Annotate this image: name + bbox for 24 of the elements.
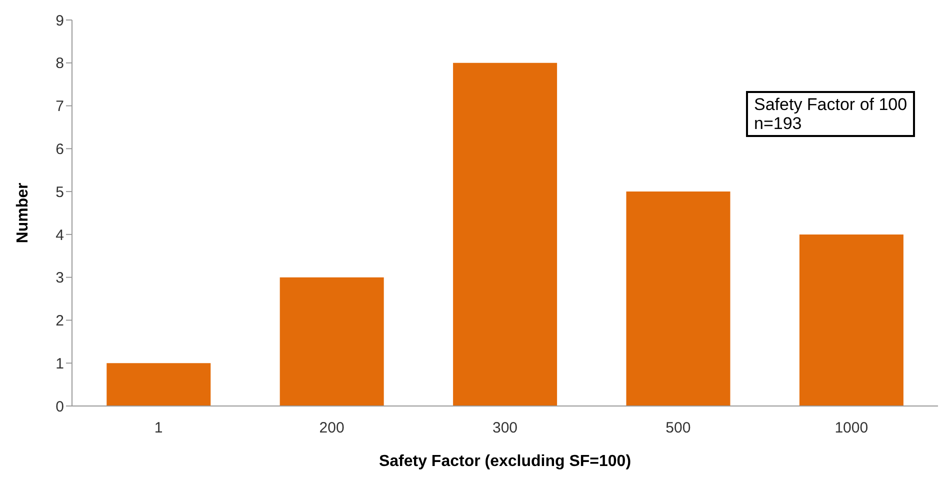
annotation: Safety Factor of 100: [754, 95, 908, 114]
y-tick-label: 7: [56, 98, 64, 116]
x-tick-label: 1000: [834, 420, 868, 437]
y-tick-label: 8: [56, 55, 64, 72]
bar: [799, 234, 904, 406]
bar: [626, 192, 730, 406]
x-tick-label: 500: [666, 420, 691, 437]
y-tick-label: 5: [56, 184, 64, 201]
x-axis-title: Safety Factor (excluding SF=100): [378, 453, 632, 470]
bar: [280, 277, 384, 406]
bar: [106, 363, 211, 406]
x-tick-label: 1: [154, 420, 163, 437]
y-tick-label: 1: [56, 355, 64, 372]
annotation: n=193: [754, 114, 803, 133]
x-tick-label: 200: [319, 420, 344, 437]
y-tick-label: 4: [56, 226, 64, 244]
y-axis-title: Number: [14, 182, 32, 244]
y-tick-label: 0: [56, 398, 64, 416]
y-tick-label: 3: [56, 270, 64, 287]
bar: [453, 62, 558, 406]
y-tick-label: 6: [56, 140, 64, 158]
y-tick-label: 2: [56, 312, 64, 330]
x-tick-label: 300: [492, 420, 518, 437]
y-tick-label: 9: [56, 12, 64, 30]
